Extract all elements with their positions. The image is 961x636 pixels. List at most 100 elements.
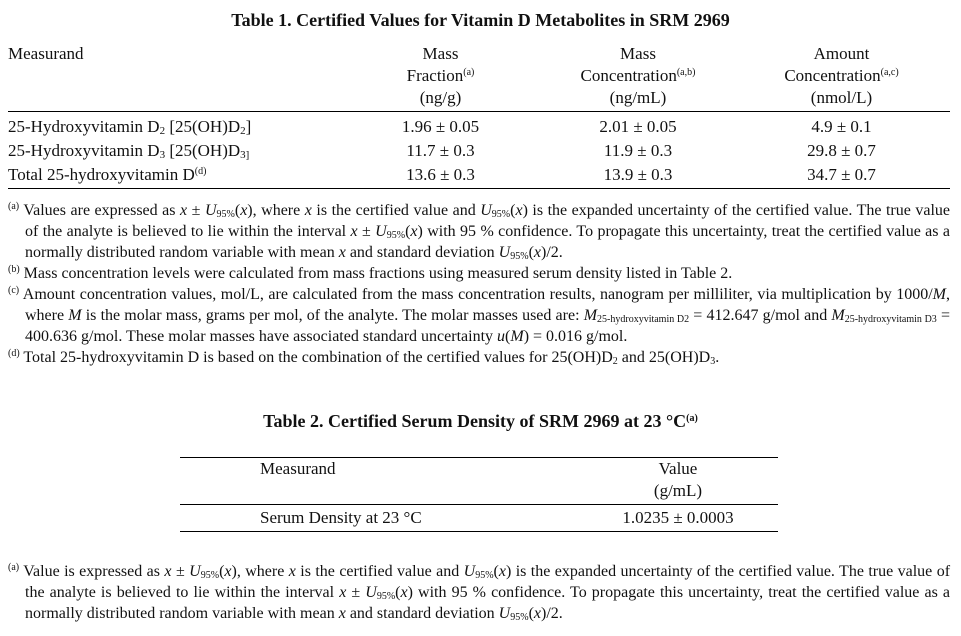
- text-segment: M: [932, 286, 946, 303]
- table1-footnotes: (a) Values are expressed as x ± U95%(x),…: [8, 200, 950, 368]
- footnote-d: (d) Total 25-hydroxyvitamin D is based o…: [8, 347, 950, 368]
- text-segment: M: [831, 307, 845, 324]
- table2-header-row: Measurand Value (g/mL): [180, 457, 778, 505]
- text-segment: (g/mL): [653, 481, 703, 500]
- text-segment: x: [304, 202, 312, 219]
- cell-mass-concentration: 11.9 ± 0.3: [603, 141, 673, 160]
- cell-mass-fraction: 13.6 ± 0.3: [338, 163, 543, 189]
- text-segment: (ng/g): [419, 88, 462, 107]
- table-row: Serum Density at 23 °C 1.0235 ± 0.0003: [180, 504, 778, 532]
- text-segment: x: [533, 244, 541, 261]
- text-segment: )/2.: [541, 244, 563, 261]
- text-segment: 3: [710, 356, 716, 367]
- text-segment: U: [463, 563, 476, 580]
- header-value: Value (g/mL): [578, 457, 778, 505]
- text-segment: x: [224, 563, 232, 580]
- text-segment: (: [405, 223, 411, 240]
- table2-title: Table 2. Certified Serum Density of SRM …: [0, 411, 961, 432]
- text-segment: 2: [240, 125, 246, 137]
- text-segment: 25-hydroxyvitamin D3: [844, 314, 937, 325]
- text-segment: x: [240, 202, 248, 219]
- text-segment: ) is the expanded uncertainty of the cer…: [25, 202, 951, 240]
- text-segment: (b): [8, 264, 20, 275]
- text-segment: Values are expressed as: [19, 202, 181, 219]
- text-segment: (a): [463, 67, 475, 78]
- text-segment: Value: [658, 459, 698, 478]
- footnote-c: (c) Amount concentration values, mol/L, …: [8, 284, 950, 347]
- text-segment: (d): [8, 348, 20, 359]
- table-row: 25-Hydroxyvitamin D2 [25(OH)D2] 1.96 ± 0…: [8, 112, 950, 140]
- header-measurand: Measurand: [8, 43, 338, 112]
- text-segment: ) = 0.016 g/mol.: [523, 328, 628, 345]
- table-row: Total 25-hydroxyvitamin D(d) 13.6 ± 0.3 …: [8, 163, 950, 189]
- cell-value: 1.0235 ± 0.0003: [578, 504, 778, 532]
- text-segment: x: [533, 605, 541, 622]
- table-row: 25-Hydroxyvitamin D3 [25(OH)D3] 11.7 ± 0…: [8, 139, 950, 163]
- text-segment: Mass concentration levels were calculate…: [19, 265, 733, 282]
- text-segment: is the certified value and: [311, 202, 481, 219]
- text-segment: U: [204, 202, 217, 219]
- text-segment: (a): [8, 201, 20, 212]
- text-segment: and 25(OH)D: [617, 349, 711, 366]
- text-segment: ±: [346, 584, 366, 601]
- text-segment: Concentration: [580, 66, 677, 85]
- text-segment: and standard deviation: [345, 244, 499, 261]
- header-mass-fraction: Mass Fraction(a) (ng/g): [338, 43, 543, 112]
- text-segment: (a,b): [676, 67, 696, 78]
- text-segment: (ng/mL): [609, 88, 667, 107]
- text-segment: U: [498, 244, 511, 261]
- cell-mass-concentration: 13.9 ± 0.3: [543, 163, 733, 189]
- text-segment: Amount concentration values, mol/L, are …: [19, 286, 933, 303]
- text-segment: 25-Hydroxyvitamin D: [8, 117, 160, 136]
- text-segment: (: [493, 563, 499, 580]
- text-segment: , where: [25, 286, 950, 324]
- text-segment: 95%: [475, 570, 494, 581]
- text-segment: (: [510, 202, 516, 219]
- text-segment: x: [515, 202, 523, 219]
- text-segment: Fraction: [406, 66, 464, 85]
- text-segment: (c): [8, 285, 20, 296]
- text-segment: x: [164, 563, 172, 580]
- text-segment: 95%: [200, 570, 220, 581]
- text-segment: M: [583, 307, 598, 324]
- text-segment: (a): [8, 562, 20, 573]
- text-segment: Total 25-hydroxyvitamin D is based on th…: [19, 349, 613, 366]
- text-segment: x: [400, 584, 408, 601]
- text-segment: (: [234, 202, 241, 219]
- cell-measurand: 25-Hydroxyvitamin D2 [25(OH)D2]: [8, 112, 338, 140]
- text-segment: (: [528, 244, 534, 261]
- cell-mass-fraction: 11.7 ± 0.3: [406, 141, 475, 160]
- text-segment: ) with 95 % confidence. To propagate thi…: [25, 584, 951, 622]
- text-segment: u: [497, 328, 506, 345]
- text-segment: (: [219, 563, 225, 580]
- footnote-a: (a) Value is expressed as x ± U95%(x), w…: [8, 561, 950, 624]
- text-segment: Measurand: [8, 44, 84, 63]
- text-segment: (: [395, 584, 401, 601]
- text-segment: Amount: [813, 44, 870, 63]
- text-segment: (a,c): [880, 67, 899, 78]
- text-segment: [25(OH)D: [165, 117, 241, 136]
- table1-header-row: Measurand Mass Fraction(a) (ng/g) Mass Conc…: [8, 43, 950, 112]
- text-segment: ) is the expanded uncertainty of the cer…: [25, 563, 951, 601]
- text-segment: ]: [245, 117, 252, 136]
- text-segment: 25-Hydroxyvitamin D: [8, 141, 160, 160]
- text-segment: 2: [612, 356, 618, 367]
- text-segment: 95%: [510, 612, 529, 623]
- text-segment: Mass: [422, 44, 459, 63]
- cell-amount-concentration: 4.9 ± 0.1: [811, 117, 872, 136]
- text-segment: 25-hydroxyvitamin D2: [597, 314, 690, 325]
- text-segment: 95%: [216, 209, 235, 220]
- text-segment: (a): [686, 413, 698, 424]
- text-segment: M: [68, 307, 82, 324]
- text-segment: x: [180, 202, 188, 219]
- text-segment: M: [510, 328, 524, 345]
- text-segment: (d): [194, 166, 207, 177]
- text-segment: 2: [159, 125, 166, 137]
- text-segment: Total 25-hydroxyvitamin D: [8, 165, 195, 184]
- text-segment: 3]: [240, 149, 250, 161]
- text-segment: Value is expressed as: [19, 563, 165, 580]
- text-segment: U: [365, 584, 377, 601]
- table2-footnotes: (a) Value is expressed as x ± U95%(x), w…: [8, 561, 950, 624]
- text-segment: ), where: [231, 563, 289, 580]
- text-segment: x: [288, 563, 296, 580]
